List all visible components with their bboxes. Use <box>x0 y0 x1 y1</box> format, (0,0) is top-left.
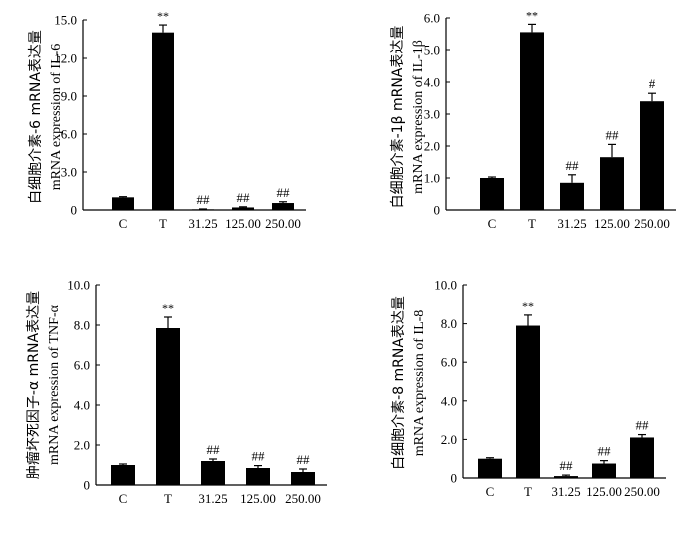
panel-il1b-x-tick-label: C <box>488 216 497 231</box>
panel-il8-y-tick-label: 4.0 <box>441 393 457 408</box>
panel-il6-significance-label: ## <box>237 190 251 205</box>
panel-il6-y-tick-label: 9.0 <box>61 89 77 104</box>
panel-tnfa-x-tick-label: 31.25 <box>198 491 227 506</box>
panel-tnfa-y-tick-label: 0 <box>84 478 91 493</box>
panel-il6-bar <box>192 209 214 210</box>
panel-il1b-bar <box>640 101 664 210</box>
panel-tnfa-y-tick-label: 2.0 <box>74 438 90 453</box>
panel-il1b-bar <box>600 157 624 210</box>
panel-il8-y-tick-label: 2.0 <box>441 432 457 447</box>
panel-il1b-x-tick-label: T <box>528 216 536 231</box>
panel-il8-bar <box>516 325 540 478</box>
panel-il6-x-tick-label: 125.00 <box>225 216 261 231</box>
panel-il1b-y-tick-label: 2.0 <box>424 139 440 154</box>
panel-il8-y-tick-label: 8.0 <box>441 316 457 331</box>
panel-tnfa-significance-label: ## <box>252 449 266 464</box>
panel-il1b-x-tick-label: 250.00 <box>634 216 670 231</box>
panel-il6-bar <box>152 32 174 210</box>
panel-tnfa-bar <box>291 472 315 485</box>
panel-tnfa-y-tick-label: 10.0 <box>67 278 90 293</box>
panel-il8-x-tick-label: C <box>486 484 495 499</box>
panel-il8-ylabel-en: mRNA expression of IL-8 <box>412 310 427 457</box>
panel-il6-x-tick-label: 31.25 <box>188 216 217 231</box>
panel-il6-ylabel-en: mRNA expression of IL-6 <box>49 44 64 191</box>
panel-il1b-x-tick-label: 31.25 <box>557 216 586 231</box>
panel-il8: 白细胞介素-8 mRNA表达量 mRNA expression of IL-8 … <box>391 278 666 499</box>
panel-il8-x-tick-label: 250.00 <box>624 484 660 499</box>
panel-il6: 白细胞介素-6 mRNA表达量 mRNA expression of IL-6 … <box>28 9 306 231</box>
panel-il1b-significance-label: ## <box>566 158 580 173</box>
panel-tnfa-x-tick-label: T <box>164 491 172 506</box>
panel-il1b-y-tick-label: 3.0 <box>424 107 440 122</box>
panel-tnfa-y-tick-label: 4.0 <box>74 398 90 413</box>
panel-il8-bar <box>630 437 654 478</box>
panel-il8-bar <box>554 476 578 478</box>
panel-tnfa-ylabel-cn: 肿瘤坏死因子-α mRNA表达量 <box>25 291 42 479</box>
panel-il8-x-tick-label: T <box>524 484 532 499</box>
panel-il1b-significance-label: ** <box>526 8 538 22</box>
panel-il1b: 白细胞介素-1β mRNA表达量 mRNA expression of IL-1… <box>390 8 676 231</box>
panel-tnfa-bar <box>201 461 225 485</box>
panel-tnfa-bar <box>111 465 135 485</box>
panel-il1b-y-tick-label: 0 <box>434 203 441 218</box>
panel-tnfa-plot: 0 2.0 4.0 6.0 8.0 10.0 C ** T ## 31.25 ## 125.00 ## 25… <box>67 278 327 506</box>
panel-tnfa-x-tick-label: C <box>119 491 128 506</box>
panel-il1b-y-tick-label: 4.0 <box>424 75 440 90</box>
panel-il8-significance-label: ** <box>522 299 534 313</box>
panel-tnfa-ylabel-en: mRNA expression of TNF-α <box>47 304 62 465</box>
panel-il1b-bar <box>520 32 544 211</box>
panel-il8-significance-label: ## <box>598 444 612 459</box>
panel-il1b-y-tick-label: 1.0 <box>424 171 440 186</box>
panel-il8-bar <box>592 463 616 478</box>
panel-il6-significance-label: ** <box>157 9 169 23</box>
panel-il6-y-tick-label: 15.0 <box>54 13 77 28</box>
panel-il8-y-tick-label: 6.0 <box>441 355 457 370</box>
panel-il8-x-tick-label: 31.25 <box>551 484 580 499</box>
panel-il1b-y-tick-label: 6.0 <box>424 11 440 26</box>
panel-il6-y-tick-label: 3.0 <box>61 165 77 180</box>
panel-il8-x-tick-label: 125.00 <box>586 484 622 499</box>
panel-il1b-y-tick-label: 5.0 <box>424 43 440 58</box>
panel-tnfa-bar <box>156 328 180 485</box>
panel-il6-y-tick-label: 12.0 <box>54 51 77 66</box>
panel-il6-significance-label: ## <box>197 192 211 207</box>
panel-tnfa-bar <box>246 468 270 485</box>
panel-il8-y-tick-label: 10.0 <box>434 278 457 293</box>
panel-tnfa: 肿瘤坏死因子-α mRNA表达量 mRNA expression of TNF-… <box>25 278 327 506</box>
panel-tnfa-y-tick-label: 6.0 <box>74 358 90 373</box>
panel-il6-x-tick-label: T <box>159 216 167 231</box>
panel-il1b-x-tick-label: 125.00 <box>594 216 630 231</box>
panel-il6-bar <box>232 207 254 210</box>
panel-il8-plot: 0 2.0 4.0 6.0 8.0 10.0 C ** T ## 31.25 ## 125.00 ## 25… <box>434 278 666 499</box>
panel-il6-bar <box>112 197 134 210</box>
panel-tnfa-y-tick-label: 8.0 <box>74 318 90 333</box>
panel-il8-significance-label: ## <box>560 458 574 473</box>
panel-tnfa-significance-label: ## <box>297 452 311 467</box>
panel-il1b-bar <box>480 178 504 210</box>
panel-tnfa-x-tick-label: 250.00 <box>285 491 321 506</box>
panel-il1b-bar <box>560 182 584 210</box>
panel-il8-ylabel-cn: 白细胞介素-8 mRNA表达量 <box>391 296 407 470</box>
panel-il8-significance-label: ## <box>636 418 650 433</box>
panel-il6-y-tick-label: 6.0 <box>61 127 77 142</box>
panel-tnfa-significance-label: ## <box>207 442 221 457</box>
panel-il8-bar <box>478 458 502 478</box>
panel-tnfa-significance-label: ** <box>162 301 174 315</box>
panel-il6-bar <box>272 203 294 210</box>
panel-il1b-ylabel-cn: 白细胞介素-1β mRNA表达量 <box>390 26 406 209</box>
panel-il6-x-tick-label: 250.00 <box>265 216 301 231</box>
panel-il1b-ylabel-en: mRNA expression of IL-1β <box>411 40 426 194</box>
panel-tnfa-x-tick-label: 125.00 <box>240 491 276 506</box>
panel-il6-significance-label: ## <box>277 185 291 200</box>
panel-il8-y-tick-label: 0 <box>451 471 458 486</box>
panel-il6-x-tick-label: C <box>119 216 128 231</box>
panel-il6-plot: 0 3.0 6.0 9.0 12.0 15.0 C ** T ## 31.25 ## 125.00 ## 2… <box>54 9 306 231</box>
panel-il1b-significance-label: ## <box>606 127 620 142</box>
panel-il1b-plot: 0 1.0 2.0 3.0 4.0 5.0 6.0 C ** T ## 31.25 ## 125.00 #2… <box>424 8 676 231</box>
panel-il1b-significance-label: # <box>649 76 656 91</box>
panel-il6-y-tick-label: 0 <box>71 203 78 218</box>
panel-il6-ylabel-cn: 白细胞介素-6 mRNA表达量 <box>28 30 44 204</box>
